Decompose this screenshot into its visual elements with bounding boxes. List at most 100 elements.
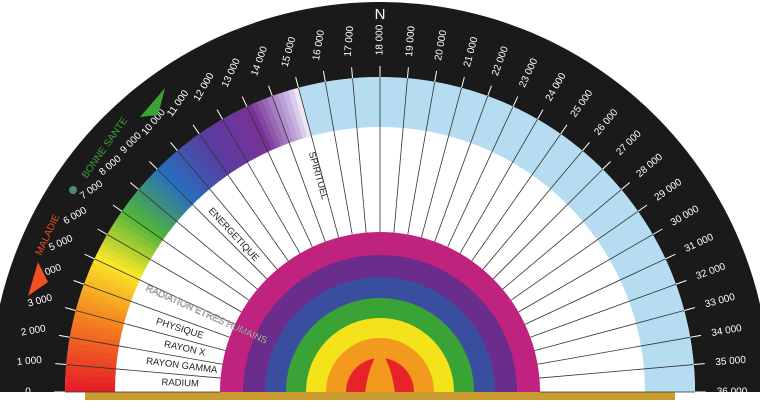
- scale-tick: [55, 363, 67, 366]
- spectrum-segment: [78, 293, 129, 315]
- spectrum-segment: [115, 214, 161, 248]
- scale-line: [421, 87, 462, 238]
- scale-line: [539, 364, 694, 379]
- spectrum-segment: [68, 336, 120, 351]
- scale-line: [75, 310, 226, 351]
- scale-tick: [268, 85, 273, 97]
- spectrum-segment: [85, 272, 135, 298]
- scale-label: 18 000: [375, 24, 386, 55]
- scale-tick: [241, 96, 248, 107]
- scale-line: [524, 258, 666, 325]
- spectrum-segment: [71, 320, 123, 337]
- spectrum-segment: [121, 205, 167, 241]
- scale-line: [510, 210, 639, 301]
- spectrum-segment: [145, 176, 187, 215]
- scale-label: 20 000: [433, 29, 449, 61]
- scale-line: [482, 150, 583, 270]
- spectrum-segment: [181, 143, 218, 187]
- spectrum-segment: [208, 124, 241, 170]
- spectrum-segment: [261, 97, 286, 147]
- spectrum-segment: [104, 233, 151, 264]
- scale-tick: [461, 76, 465, 88]
- spectrum-segment: [293, 87, 313, 138]
- spectrum-segment: [213, 121, 245, 168]
- spectrum-segment: [169, 153, 207, 196]
- spectrum-segment: [203, 127, 237, 173]
- scale-tick: [295, 76, 299, 88]
- spectrum-segment: [142, 180, 184, 219]
- scale-line: [447, 106, 514, 248]
- spectrum-segment: [287, 88, 308, 139]
- spectrum-segment: [94, 252, 143, 281]
- spectrum-segment: [222, 115, 253, 163]
- scale-label: 16 000: [311, 29, 327, 61]
- scale-label: 35 000: [715, 355, 747, 369]
- spectrum-segment: [65, 374, 116, 383]
- scale-line: [69, 336, 223, 365]
- scale-line: [393, 78, 408, 233]
- spectrum-segment: [74, 309, 125, 328]
- spectrum-segment: [107, 228, 154, 260]
- scale-line: [246, 106, 313, 248]
- scale-line: [107, 234, 242, 313]
- spectrum-segment: [161, 160, 200, 202]
- spectrum-segment: [282, 90, 304, 140]
- spectrum-segment: [173, 149, 211, 193]
- spectrum-segment: [177, 146, 214, 189]
- scale-tick: [637, 204, 648, 212]
- spectrum-segment: [118, 210, 164, 244]
- spectrum-segment: [66, 352, 118, 365]
- scale-line: [407, 81, 436, 235]
- spectrum-segment: [70, 325, 121, 342]
- scale-tick: [149, 161, 158, 170]
- spectrum-segment: [227, 113, 257, 161]
- spectrum-segment: [157, 164, 197, 205]
- scale-line: [518, 234, 653, 313]
- spectrum-segment: [112, 219, 159, 252]
- spectrum-segment: [99, 243, 147, 272]
- scale-tick: [192, 124, 200, 135]
- scale-tick: [560, 124, 568, 135]
- spectrum-segment: [186, 139, 222, 184]
- spectrum-segment: [251, 101, 278, 150]
- spectrum-segment: [75, 304, 126, 324]
- scale-line: [298, 87, 339, 238]
- scale-label: 36 000: [717, 387, 748, 398]
- spectrum-segment: [87, 267, 137, 293]
- spectrum-segment: [241, 106, 269, 154]
- scale-tick: [170, 141, 178, 152]
- spectrum-segment: [190, 136, 225, 181]
- scale-tick: [64, 307, 76, 311]
- scale-line: [177, 150, 278, 270]
- base-strip: [85, 392, 675, 400]
- scale-label: 19 000: [404, 25, 418, 57]
- spectrum-segment: [101, 238, 149, 268]
- scale-line: [66, 364, 221, 379]
- scale-line: [434, 95, 489, 242]
- scale-tick: [73, 280, 85, 285]
- spectrum-segment: [194, 133, 229, 178]
- scale-label: 34 000: [711, 323, 743, 339]
- spectrum-segment: [246, 103, 274, 152]
- scale-line: [534, 310, 685, 351]
- scale-tick: [602, 161, 611, 170]
- scale-tick: [97, 228, 108, 235]
- spectrum-segment: [77, 298, 127, 319]
- scale-label: 17 000: [343, 25, 357, 57]
- spectrum-segment: [125, 201, 169, 237]
- spectrum-segment: [272, 93, 295, 143]
- spectrum-segment: [90, 262, 139, 289]
- spectrum-segment: [256, 99, 282, 149]
- spectrum-segment: [232, 110, 261, 159]
- spectrum-segment: [199, 130, 233, 175]
- spectrum-segment: [277, 92, 299, 142]
- scale-line: [459, 119, 538, 254]
- scale-line: [471, 133, 562, 262]
- spectrum-segment: [165, 157, 204, 199]
- scale-tick: [684, 307, 696, 311]
- scale-tick: [512, 96, 519, 107]
- scale-line: [502, 189, 622, 290]
- spectrum-segment: [66, 357, 117, 369]
